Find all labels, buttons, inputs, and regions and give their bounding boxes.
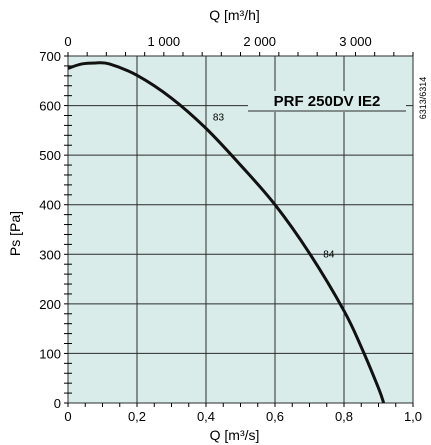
x-axis-title: Q [m³/s]	[210, 427, 260, 443]
y-tick-label-3: 300	[39, 247, 61, 262]
x-tick-label-2: 0,4	[197, 409, 215, 424]
x-tick-label-3: 0,6	[266, 409, 284, 424]
performance-curve	[67, 61, 386, 404]
y-tick-label-0: 0	[54, 396, 61, 411]
x2-tick-label-0: 0	[64, 34, 71, 49]
x2-tick-label-1: 1 000	[148, 34, 181, 49]
y-tick-label-6: 600	[39, 99, 61, 114]
x-tick-label-4: 0,8	[335, 409, 353, 424]
y-tick-label-1: 100	[39, 346, 61, 361]
top-axis-title: Q [m³/h]	[209, 7, 260, 23]
x2-tick-label-3: 3 000	[339, 34, 372, 49]
y-tick-label-5: 500	[39, 148, 61, 163]
y-tick-label-2: 200	[39, 297, 61, 312]
y-axis-title: Ps [Pa]	[7, 211, 23, 256]
minor-ticks	[64, 52, 414, 407]
tick-labels: 0 0,2 0,4 0,6 0,8 1,0 0 1 000 2 000 3 000 0 100 200 3…	[39, 34, 422, 424]
y-tick-label-7: 700	[39, 49, 61, 64]
efficiency-label-84: 84	[323, 249, 335, 260]
x-tick-label-0: 0	[64, 409, 71, 424]
x2-tick-label-2: 2 000	[243, 34, 276, 49]
y-tick-label-4: 400	[39, 198, 61, 213]
x-tick-label-1: 0,2	[128, 409, 146, 424]
x-tick-label-5: 1,0	[404, 409, 422, 424]
model-label-background	[248, 91, 406, 112]
plot-background	[67, 55, 414, 404]
document-code: 6313/6314	[418, 77, 428, 120]
efficiency-label-83: 83	[213, 112, 225, 123]
model-label: PRF 250DV IE2	[274, 93, 381, 110]
